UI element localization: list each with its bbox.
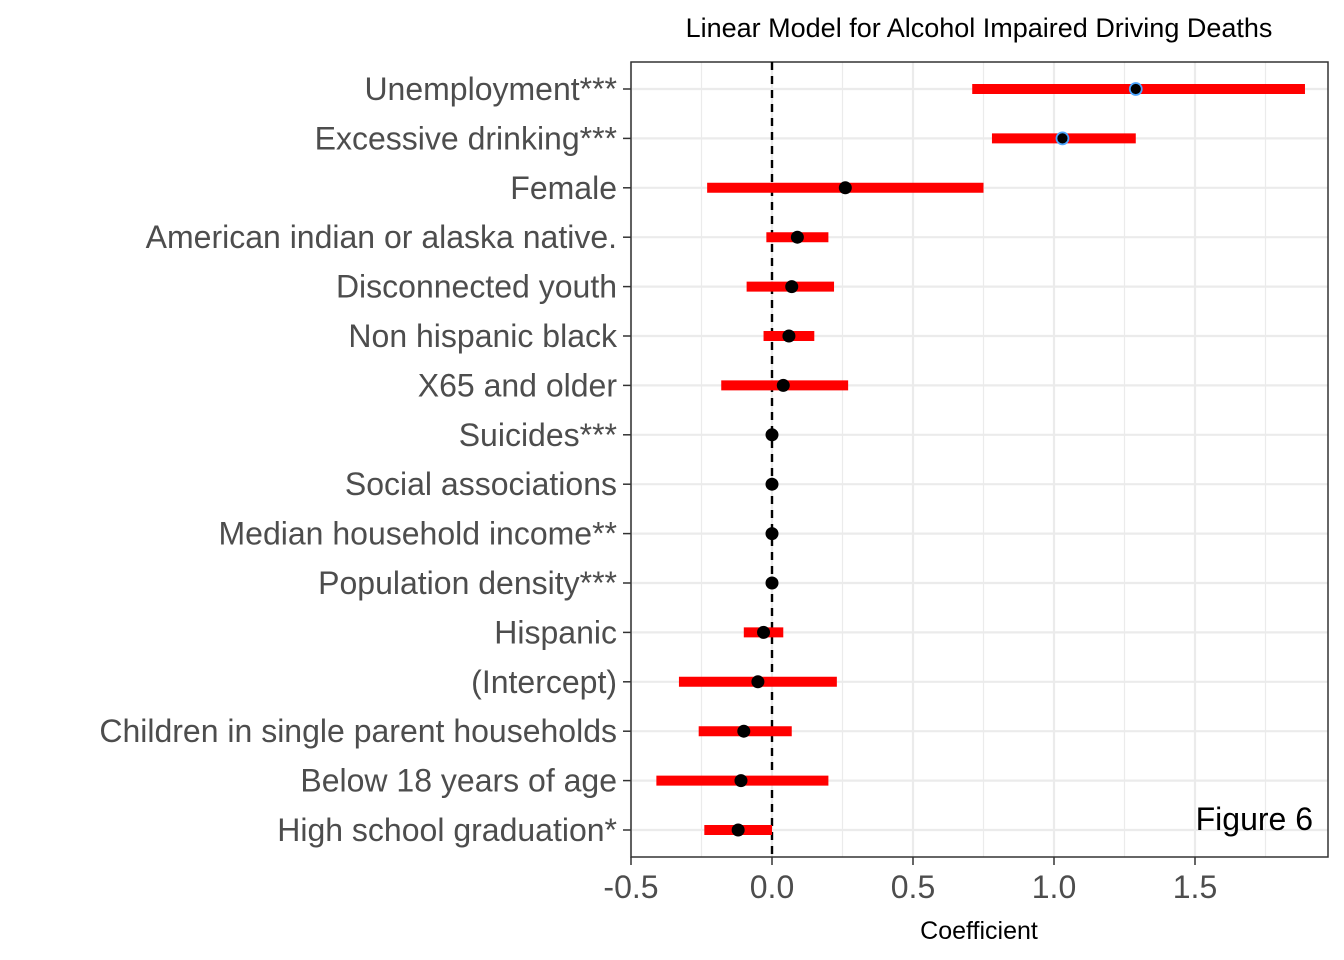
y-label-x65-and-older: X65 and older xyxy=(418,367,618,403)
point-estimate-median-household-income xyxy=(765,527,779,541)
y-label-non-hispanic-black: Non hispanic black xyxy=(348,318,618,354)
point-estimate-high-school-graduation xyxy=(731,823,745,837)
y-label-population-density: Population density*** xyxy=(318,565,617,601)
point-estimate-female xyxy=(838,181,852,195)
y-label-below-18-years-of-age: Below 18 years of age xyxy=(300,763,617,799)
x-tick-label: -0.5 xyxy=(603,869,658,905)
x-tick-label: 1.0 xyxy=(1032,869,1076,905)
x-tick-label: 1.5 xyxy=(1173,869,1217,905)
point-estimate-disconnected-youth xyxy=(785,280,799,294)
x-axis-label: Coefficient xyxy=(920,917,1038,945)
point-estimate-excessive-drinking xyxy=(1055,131,1070,146)
y-label-disconnected-youth: Disconnected youth xyxy=(336,269,617,305)
figure-annotation: Figure 6 xyxy=(1196,801,1313,837)
chart-title: Linear Model for Alcohol Impaired Drivin… xyxy=(686,13,1273,43)
y-label-children-in-single-parent-households: Children in single parent households xyxy=(99,713,617,749)
x-axis: -0.5 0.0 0.5 1.0 1.5 xyxy=(603,857,1217,905)
y-label-american-indian-or-alaska-native: American indian or alaska native. xyxy=(146,219,617,255)
y-label-high-school-graduation: High school graduation* xyxy=(277,812,617,848)
point-estimate-non-hispanic-black xyxy=(782,329,796,343)
plot-panel-border xyxy=(630,61,1329,858)
point-estimate-unemployment xyxy=(1128,82,1143,96)
y-label-median-household-income: Median household income** xyxy=(219,516,617,552)
point-estimate-population-density xyxy=(765,576,779,590)
point-estimate-children-in-single-parent-households xyxy=(737,724,751,738)
point-estimate-intercept xyxy=(751,675,765,689)
y-label-unemployment: Unemployment*** xyxy=(364,71,617,107)
y-label-intercept: (Intercept) xyxy=(471,664,617,700)
y-axis-labels: Unemployment*** Excessive drinking*** Fema… xyxy=(99,71,631,848)
y-label-social-associations: Social associations xyxy=(345,466,617,502)
y-label-suicides: Suicides*** xyxy=(459,417,617,453)
point-estimate-american-indian-or-alaska-native xyxy=(790,230,804,244)
point-estimate-x65-and-older xyxy=(776,378,790,392)
point-estimate-suicides xyxy=(765,428,779,442)
y-label-excessive-drinking: Excessive drinking*** xyxy=(315,120,617,156)
x-tick-label: 0.0 xyxy=(750,869,794,905)
y-label-hispanic: Hispanic xyxy=(494,614,617,650)
point-estimate-below-18-years-of-age xyxy=(734,774,748,788)
y-label-female: Female xyxy=(510,170,617,206)
coefficient-marks xyxy=(656,82,1305,837)
point-estimate-social-associations xyxy=(765,477,779,491)
x-tick-label: 0.5 xyxy=(891,869,935,905)
grid-lines xyxy=(629,62,1328,857)
point-estimate-hispanic xyxy=(757,625,771,639)
